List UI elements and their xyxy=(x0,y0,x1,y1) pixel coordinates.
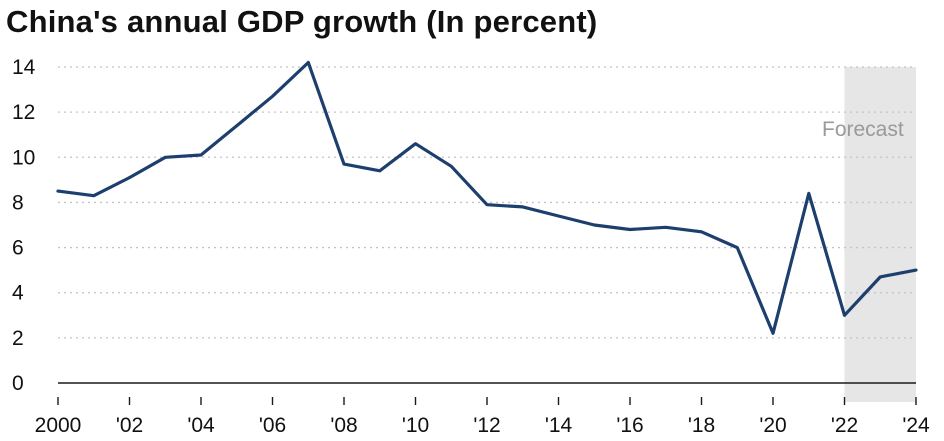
x-tick-label: '22 xyxy=(831,414,858,437)
y-axis: 0 2 4 6 8 10 12 14 xyxy=(12,56,36,395)
x-tick-label: '12 xyxy=(473,414,500,437)
x-tick-labels: 2000 '02 '04 '06 '08 '10 '12 '14 '16 '18 '20 '22 '24 xyxy=(35,414,930,437)
x-tick-label: '06 xyxy=(259,414,286,437)
y-tick-label: 2 xyxy=(12,327,24,350)
forecast-label: Forecast xyxy=(822,118,904,141)
y-tick-label: 10 xyxy=(12,146,35,169)
x-tick-label: '04 xyxy=(187,414,215,437)
x-tick-label: '08 xyxy=(330,414,357,437)
forecast-shade xyxy=(844,67,916,402)
series-layer xyxy=(56,60,918,335)
gdp-growth-line xyxy=(56,60,918,335)
y-tick-label: 12 xyxy=(12,101,35,124)
y-tick-label: 0 xyxy=(12,372,24,395)
chart-title: China's annual GDP growth (In percent) xyxy=(6,4,598,39)
gridlines xyxy=(58,66,916,339)
y-tick-label: 8 xyxy=(12,191,24,214)
y-tick-label: 6 xyxy=(12,237,24,260)
y-tick-label: 14 xyxy=(12,56,36,79)
x-tick-label: '18 xyxy=(688,414,715,437)
forecast-region: Forecast xyxy=(822,67,916,402)
x-tick-label: '02 xyxy=(116,414,143,437)
x-axis xyxy=(57,382,917,405)
x-tick-label: '14 xyxy=(545,414,573,437)
y-tick-label: 4 xyxy=(12,282,24,305)
x-tick-label: 2000 xyxy=(35,414,82,437)
x-tick-label: '10 xyxy=(402,414,429,437)
x-tick-label: '20 xyxy=(759,414,786,437)
x-tick-label: '24 xyxy=(902,414,930,437)
x-tick-label: '16 xyxy=(616,414,643,437)
